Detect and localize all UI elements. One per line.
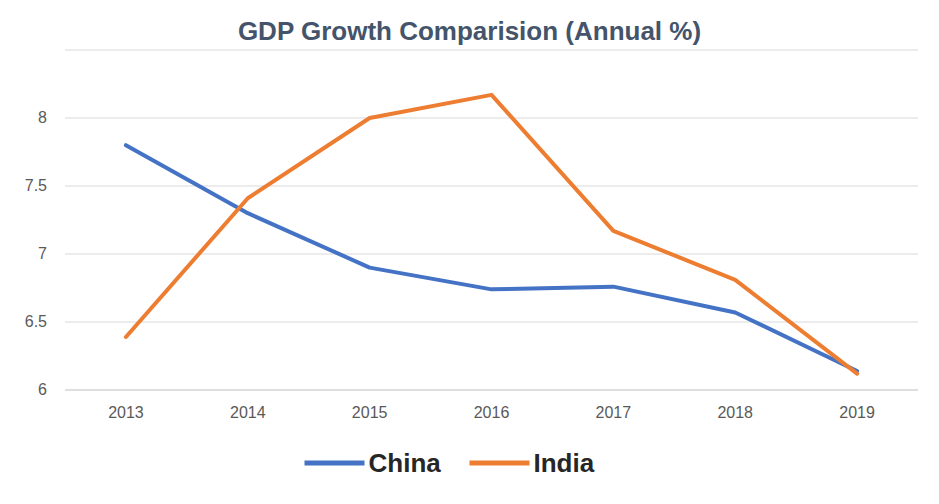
plot-frame-top	[65, 50, 918, 51]
y-tick-label: 6	[38, 381, 47, 398]
legend-swatch	[470, 461, 530, 466]
grid-line	[65, 118, 918, 119]
y-tick-label: 8	[38, 109, 47, 126]
title: GDP Growth Comparision (Annual %)	[238, 16, 701, 46]
chart-svg: GDP Growth Comparision (Annual %) 6 6.5 7 7.…	[0, 0, 939, 504]
plot-area	[126, 95, 857, 374]
series-line	[126, 145, 857, 371]
x-tick-label: 2018	[717, 404, 753, 421]
series-line	[126, 95, 857, 374]
x-tick-label: 2015	[352, 404, 388, 421]
legend: China India	[305, 448, 595, 478]
grid-line	[65, 254, 918, 255]
x-tick-label: 2017	[596, 404, 632, 421]
legend-label: India	[534, 448, 595, 478]
x-tick-label: 2014	[230, 404, 266, 421]
x-tick-label: 2013	[108, 404, 144, 421]
chart-container: GDP Growth Comparision (Annual %) 6 6.5 7 7.…	[0, 0, 939, 504]
legend-swatch	[305, 461, 365, 466]
grid-line	[65, 390, 918, 391]
background	[0, 0, 939, 504]
y-tick-label: 6.5	[25, 313, 47, 330]
legend-label: China	[369, 448, 442, 478]
grid-line	[65, 186, 918, 187]
x-tick-label: 2016	[474, 404, 510, 421]
y-tick-label: 7.5	[25, 177, 47, 194]
x-tick-label: 2019	[839, 404, 875, 421]
y-tick-label: 7	[38, 245, 47, 262]
